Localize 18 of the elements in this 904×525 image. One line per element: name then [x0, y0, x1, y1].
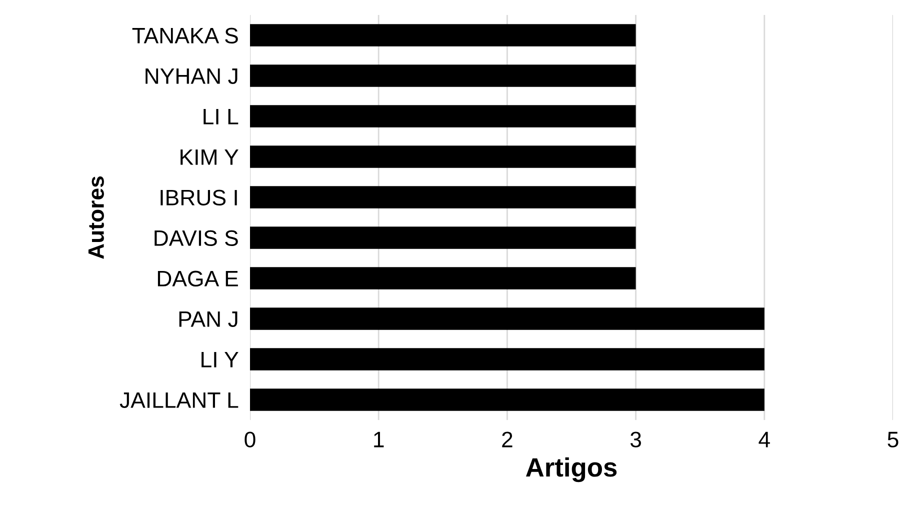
x-tick-label: 3 — [630, 432, 642, 448]
y-tick-label: DAGA E — [158, 270, 238, 287]
x-tick-label: 4 — [758, 432, 770, 448]
x-tick-label: 2 — [502, 432, 512, 448]
y-tick-label: TANAKA S — [132, 28, 238, 44]
x-tick-label: 0 — [244, 432, 256, 448]
x-axis-title: Artigos — [526, 457, 617, 482]
y-tick-label: LI Y — [202, 352, 238, 368]
y-axis-title: Autores — [88, 176, 104, 259]
x-tick-label: 1 — [374, 432, 384, 448]
y-tick-label: JAILLANT L — [120, 392, 238, 408]
y-tick-label: NYHAN J — [146, 68, 238, 84]
y-tick-label: DAVIS S — [154, 230, 238, 246]
x-tick-label: 5 — [888, 432, 898, 448]
y-tick-label: IBRUS I — [160, 190, 237, 206]
y-tick-label: LI L — [204, 109, 238, 124]
y-tick-label: PAN J — [179, 312, 238, 328]
y-tick-label: KIM Y — [180, 150, 238, 165]
